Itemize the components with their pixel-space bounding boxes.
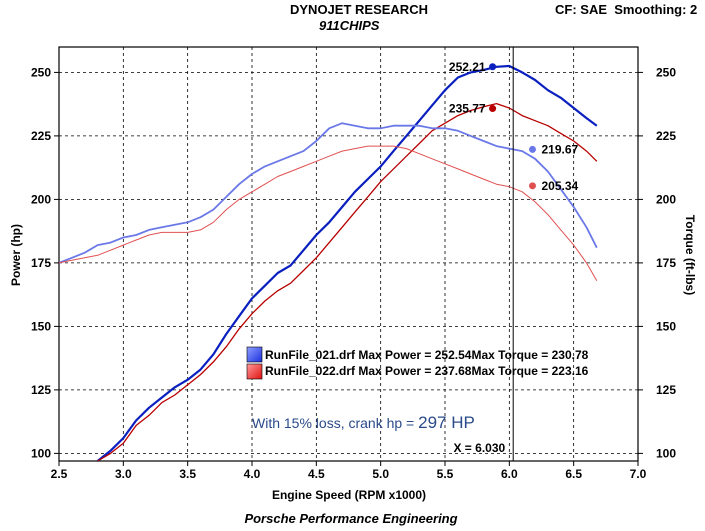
y-tick-label: 125 — [31, 383, 51, 397]
legend-max-power-value: 237.68 — [435, 364, 472, 378]
chart-title: DYNOJET RESEARCH — [290, 2, 428, 17]
series-line-runfile-021-torque — [59, 122, 598, 264]
settings-label: CF: SAE Smoothing: 2 — [555, 2, 698, 17]
legend-max-torque-value: 223.16 — [552, 364, 589, 378]
data-label: 235.77 — [449, 102, 486, 116]
x-tick-label: 6.5 — [565, 467, 582, 481]
legend-swatch-run-021 — [246, 346, 263, 363]
y-right-tick-label: 100 — [656, 446, 676, 460]
y-right-tick-label: 250 — [656, 65, 676, 79]
x-tick-label: 6.0 — [501, 467, 518, 481]
cursor-group: X = 6.030 — [453, 47, 514, 461]
series-line-runfile-022-power — [97, 102, 598, 461]
legend-max-torque-label: Max Torque = — [471, 364, 548, 378]
y-right-tick-label: 200 — [656, 192, 676, 206]
legend-max-power-label: Max Power = — [358, 348, 431, 362]
y-tick-label: 250 — [31, 65, 51, 79]
y-axis-right-label: Torque (ft-lbs) — [683, 215, 697, 295]
data-marker — [489, 63, 497, 71]
y-tick-label: 100 — [31, 446, 51, 460]
marker-group: 252.21 235.77 219.67 205.34 — [449, 60, 579, 193]
x-tick-label: 7.0 — [630, 467, 647, 481]
series-line-runfile-021-power — [96, 64, 598, 461]
data-marker — [528, 182, 536, 190]
footer-text: Porsche Performance Engineering — [244, 511, 457, 526]
data-marker — [528, 145, 536, 153]
series-group — [59, 64, 598, 461]
x-tick-label: 3.0 — [115, 467, 132, 481]
legend-swatch-run-022 — [246, 363, 263, 380]
data-label: 205.34 — [541, 179, 578, 193]
legend-max-power-label: Max Power = — [358, 364, 431, 378]
crank-hp-prefix: With 15% loss, crank hp = — [252, 415, 418, 431]
y-tick-label: 150 — [31, 319, 51, 333]
series-line-runfile-022-torque — [59, 145, 598, 281]
crank-hp-value: 297 HP — [418, 413, 475, 432]
y-right-tick-label: 150 — [656, 319, 676, 333]
x-tick-label: 3.5 — [179, 467, 196, 481]
y-right-tick-label: 125 — [656, 383, 676, 397]
legend-max-power-value: 252.54 — [435, 348, 472, 362]
crank-hp-annotation: With 15% loss, crank hp = 297 HP — [252, 413, 475, 432]
x-tick-label: 4.0 — [244, 467, 261, 481]
data-label: 219.67 — [541, 142, 578, 156]
y-tick-label: 175 — [31, 256, 51, 270]
cursor-label: X = 6.030 — [453, 441, 505, 455]
y-axis-label: Power (hp) — [9, 224, 23, 286]
x-tick-label: 2.5 — [51, 467, 68, 481]
x-tick-label: 5.0 — [372, 467, 389, 481]
legend: RunFile_021.drf Max Power = 252.54Max To… — [246, 346, 589, 380]
legend-max-torque-value: 230.78 — [552, 348, 589, 362]
data-marker — [489, 105, 497, 113]
y-tick-label: 225 — [31, 129, 51, 143]
plot-area — [58, 46, 639, 462]
y-right-tick-label: 175 — [656, 256, 676, 270]
x-tick-label: 5.5 — [437, 467, 454, 481]
x-axis-label: Engine Speed (RPM x1000) — [272, 488, 426, 502]
y-right-tick-label: 225 — [656, 129, 676, 143]
legend-file: RunFile_022.drf — [265, 364, 356, 378]
grid-lines — [59, 47, 638, 461]
y-tick-label: 200 — [31, 192, 51, 206]
legend-row-run-022: RunFile_022.drf Max Power = 237.68Max To… — [265, 364, 589, 378]
legend-file: RunFile_021.drf — [265, 348, 356, 362]
chart-subtitle: 911CHIPS — [319, 18, 380, 33]
x-tick-label: 4.5 — [308, 467, 325, 481]
axis-ticks: 2.5 3.0 3.5 4.0 4.5 5.0 5.5 6.0 6.5 7.0 100 125 150 1… — [31, 65, 676, 481]
legend-row-run-021: RunFile_021.drf Max Power = 252.54Max To… — [265, 348, 589, 362]
data-label: 252.21 — [449, 60, 486, 74]
legend-max-torque-label: Max Torque = — [471, 348, 548, 362]
